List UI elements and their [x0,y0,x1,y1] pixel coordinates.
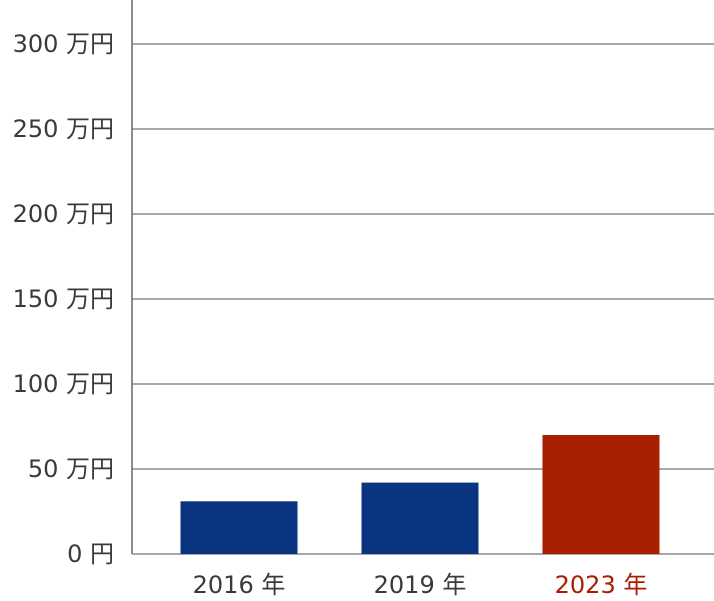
x-axis-category-labels: 2016 年 2019 年 2023 年 [193,571,648,599]
y-tick-label-250: 250 万円 [13,115,114,143]
y-tick-label-0: 0 円 [67,540,114,568]
y-axis-tick-labels: 0 円 50 万円 100 万円 150 万円 200 万円 250 万円 300 万円 [13,30,114,568]
x-category-label-2: 2023 年 [555,571,648,599]
y-tick-label-150: 150 万円 [13,285,114,313]
bar-2023-年 [542,435,660,554]
bar-2016-年 [180,501,298,554]
bar-2019-年 [361,482,479,554]
y-tick-label-200: 200 万円 [13,200,114,228]
x-category-label-0: 2016 年 [193,571,286,599]
bars [180,435,660,554]
grid-lines [132,43,714,555]
x-category-label-1: 2019 年 [374,571,467,599]
y-tick-label-300: 300 万円 [13,30,114,58]
y-tick-label-100: 100 万円 [13,370,114,398]
y-tick-label-50: 50 万円 [28,455,114,483]
